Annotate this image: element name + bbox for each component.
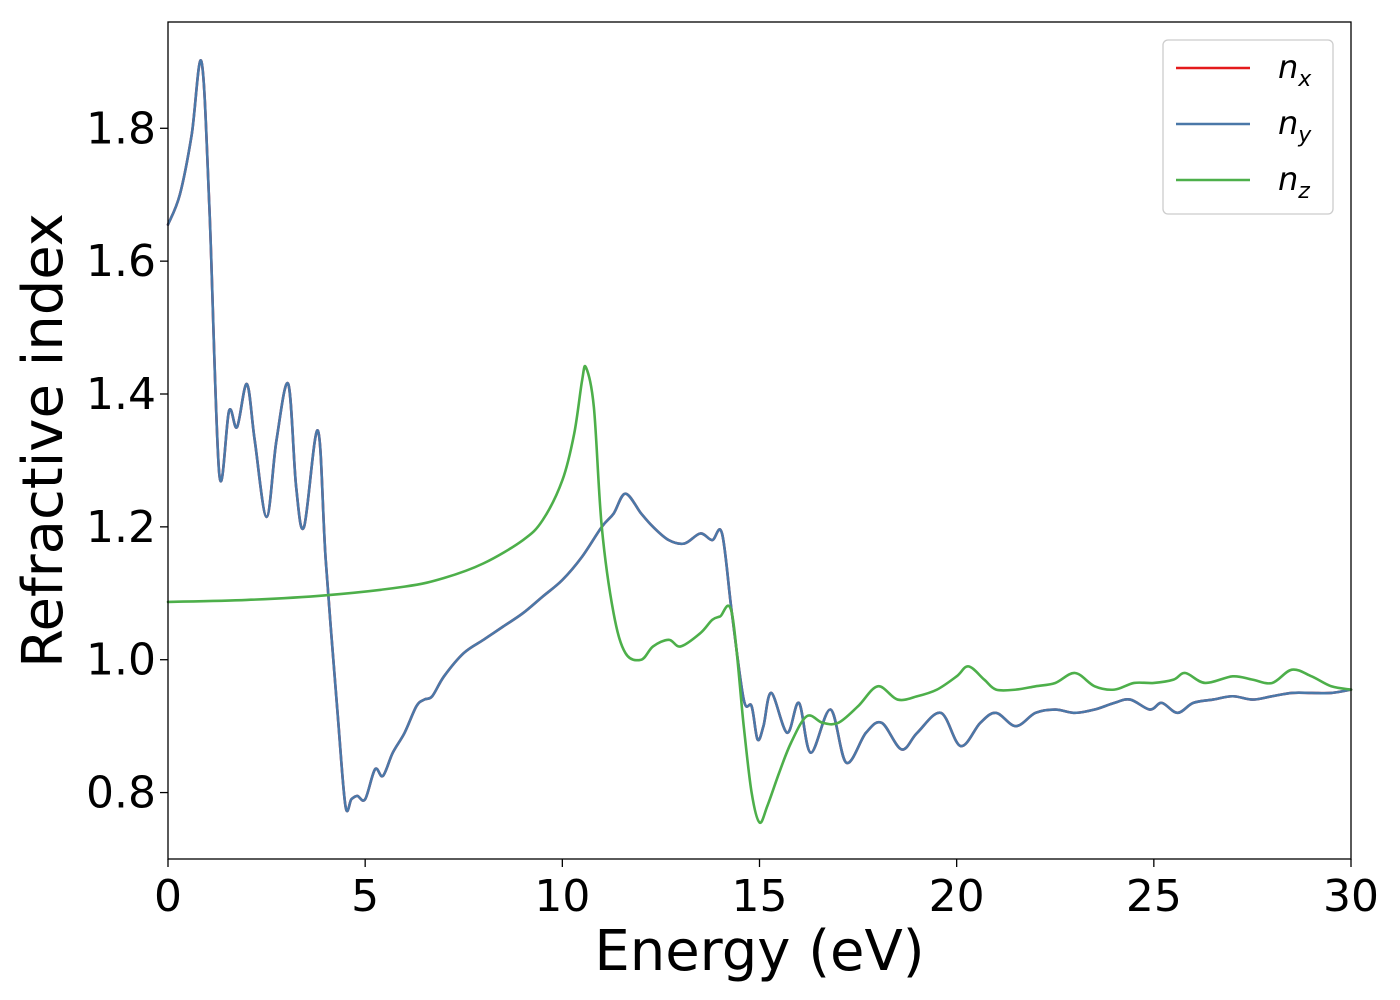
legend-label-base: n	[1278, 160, 1298, 198]
series-line-ny	[166, 59, 1353, 813]
legend-label-base: n	[1278, 48, 1298, 86]
x-tick-label: 30	[1323, 871, 1379, 922]
legend-label-base: n	[1278, 104, 1298, 142]
x-axis-ticks: 0 5 10 15 20 25 30	[154, 859, 1379, 922]
y-tick-label: 1.6	[86, 236, 156, 287]
legend-box	[1162, 39, 1334, 215]
legend-label-subscript: z	[1297, 179, 1310, 204]
x-tick-label: 20	[929, 871, 985, 922]
plot-background	[168, 22, 1351, 859]
legend-label-nx: nx	[1278, 48, 1312, 92]
series-layer	[166, 59, 1353, 825]
y-tick-label: 1.8	[86, 103, 156, 154]
y-axis-label: Refractive index	[11, 213, 76, 668]
x-tick-label: 10	[534, 871, 590, 922]
y-tick-label: 1.2	[86, 502, 156, 553]
x-tick-label: 0	[154, 871, 182, 922]
y-tick-label: 1.0	[86, 635, 156, 686]
x-tick-label: 25	[1126, 871, 1182, 922]
legend-label-nz: nz	[1278, 160, 1310, 204]
legend-label-subscript: y	[1297, 123, 1312, 148]
y-tick-label: 0.8	[86, 768, 156, 819]
legend-label-subscript: x	[1297, 67, 1312, 92]
x-tick-label: 15	[732, 871, 788, 922]
y-axis-ticks: 0.8 1.0 1.2 1.4 1.6 1.8	[86, 103, 168, 819]
legend-label-ny: ny	[1278, 104, 1312, 148]
series-line-nz	[166, 364, 1353, 825]
x-tick-label: 5	[351, 871, 379, 922]
y-tick-label: 1.4	[86, 369, 156, 420]
x-axis-label: Energy (eV)	[594, 919, 924, 984]
